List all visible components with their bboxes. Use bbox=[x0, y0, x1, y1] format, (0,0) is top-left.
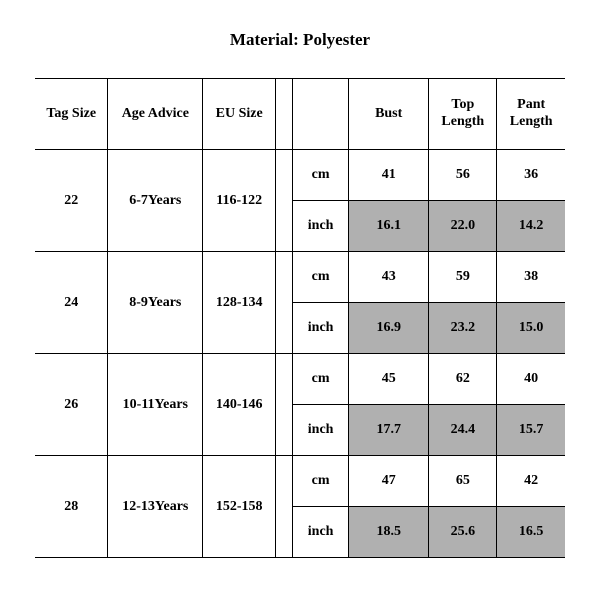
col-tag-size: Tag Size bbox=[35, 79, 108, 150]
cell-empty bbox=[276, 456, 293, 558]
cell-bust-inch: 16.1 bbox=[349, 201, 429, 252]
cell-top-cm: 65 bbox=[429, 456, 497, 507]
cell-pant-inch: 14.2 bbox=[497, 201, 565, 252]
cell-bust-cm: 47 bbox=[349, 456, 429, 507]
cell-top-inch: 25.6 bbox=[429, 507, 497, 558]
cell-unit-cm: cm bbox=[293, 354, 349, 405]
size-table: Tag Size Age Advice EU Size Bust Top Len… bbox=[35, 78, 565, 558]
cell-eu-size: 128-134 bbox=[203, 252, 276, 354]
cell-tag-size: 26 bbox=[35, 354, 108, 456]
cell-pant-cm: 36 bbox=[497, 150, 565, 201]
cell-eu-size: 140-146 bbox=[203, 354, 276, 456]
cell-empty bbox=[276, 354, 293, 456]
cell-top-cm: 62 bbox=[429, 354, 497, 405]
col-age-advice: Age Advice bbox=[108, 79, 203, 150]
cell-pant-inch: 15.7 bbox=[497, 405, 565, 456]
cell-unit-inch: inch bbox=[293, 201, 349, 252]
cell-age-advice: 6-7Years bbox=[108, 150, 203, 252]
cell-tag-size: 28 bbox=[35, 456, 108, 558]
cell-bust-inch: 17.7 bbox=[349, 405, 429, 456]
col-top-length: Top Length bbox=[429, 79, 497, 150]
table-row: 24 8-9Years 128-134 cm 43 59 38 bbox=[35, 252, 565, 303]
cell-top-cm: 56 bbox=[429, 150, 497, 201]
cell-unit-cm: cm bbox=[293, 150, 349, 201]
page-title: Material: Polyester bbox=[35, 30, 565, 50]
cell-pant-cm: 40 bbox=[497, 354, 565, 405]
col-unit bbox=[293, 79, 349, 150]
cell-bust-cm: 45 bbox=[349, 354, 429, 405]
cell-empty bbox=[276, 150, 293, 252]
table-row: 26 10-11Years 140-146 cm 45 62 40 bbox=[35, 354, 565, 405]
cell-top-inch: 23.2 bbox=[429, 303, 497, 354]
cell-unit-cm: cm bbox=[293, 252, 349, 303]
table-row: 22 6-7Years 116-122 cm 41 56 36 bbox=[35, 150, 565, 201]
cell-top-inch: 24.4 bbox=[429, 405, 497, 456]
page: Material: Polyester Tag Size Age Advice … bbox=[0, 0, 600, 600]
cell-pant-cm: 42 bbox=[497, 456, 565, 507]
cell-empty bbox=[276, 252, 293, 354]
cell-age-advice: 12-13Years bbox=[108, 456, 203, 558]
col-eu-size: EU Size bbox=[203, 79, 276, 150]
cell-pant-inch: 15.0 bbox=[497, 303, 565, 354]
cell-pant-cm: 38 bbox=[497, 252, 565, 303]
cell-tag-size: 24 bbox=[35, 252, 108, 354]
table-row: 28 12-13Years 152-158 cm 47 65 42 bbox=[35, 456, 565, 507]
cell-pant-inch: 16.5 bbox=[497, 507, 565, 558]
cell-unit-cm: cm bbox=[293, 456, 349, 507]
cell-top-cm: 59 bbox=[429, 252, 497, 303]
cell-age-advice: 10-11Years bbox=[108, 354, 203, 456]
col-empty bbox=[276, 79, 293, 150]
cell-unit-inch: inch bbox=[293, 303, 349, 354]
cell-bust-cm: 41 bbox=[349, 150, 429, 201]
cell-top-inch: 22.0 bbox=[429, 201, 497, 252]
col-pant-length: Pant Length bbox=[497, 79, 565, 150]
cell-unit-inch: inch bbox=[293, 405, 349, 456]
cell-tag-size: 22 bbox=[35, 150, 108, 252]
cell-bust-cm: 43 bbox=[349, 252, 429, 303]
table-header-row: Tag Size Age Advice EU Size Bust Top Len… bbox=[35, 79, 565, 150]
cell-bust-inch: 18.5 bbox=[349, 507, 429, 558]
cell-eu-size: 116-122 bbox=[203, 150, 276, 252]
cell-age-advice: 8-9Years bbox=[108, 252, 203, 354]
cell-unit-inch: inch bbox=[293, 507, 349, 558]
col-bust: Bust bbox=[349, 79, 429, 150]
cell-bust-inch: 16.9 bbox=[349, 303, 429, 354]
cell-eu-size: 152-158 bbox=[203, 456, 276, 558]
